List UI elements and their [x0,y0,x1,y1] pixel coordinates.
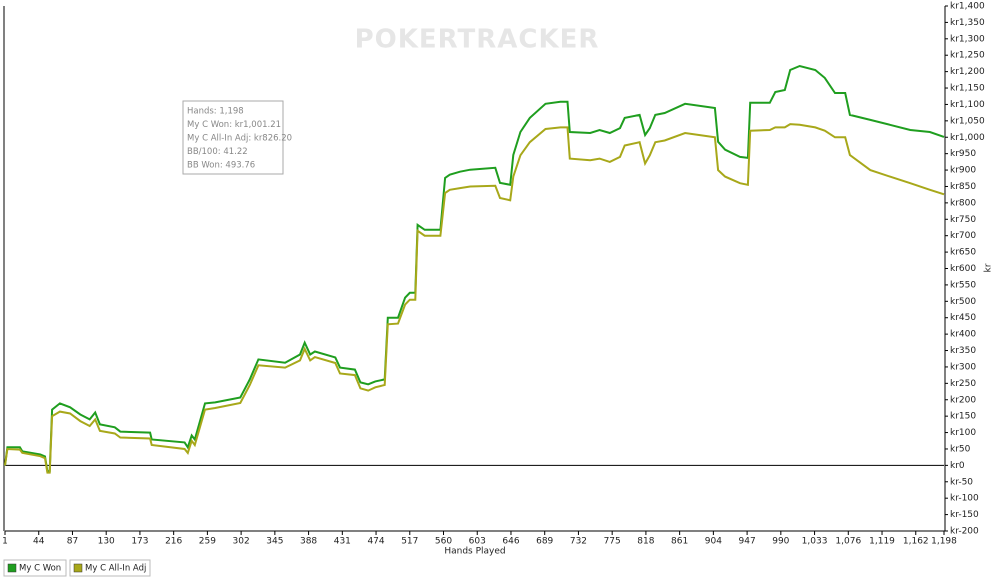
y-tick-label: kr300 [950,362,976,372]
x-tick-label: 474 [367,537,384,547]
y-tick-label: kr1,050 [950,116,985,126]
x-tick-label: 990 [772,537,789,547]
y-tick-label: kr700 [950,231,976,241]
tooltip-line: My C All-In Adj: kr826.20 [187,134,292,144]
y-tick-label: kr1,350 [950,18,985,28]
x-tick-label: 1,162 [903,537,929,547]
y-tick-label: kr650 [950,248,976,258]
y-tick-label: kr1,000 [950,133,985,143]
x-tick-label: 1,198 [931,537,957,547]
x-tick-label: 431 [334,537,351,547]
x-tick-label: 216 [165,537,182,547]
y-tick-label: kr350 [950,346,976,356]
y-axis-title: kr [984,263,994,272]
y-tick-label: kr500 [950,297,976,307]
x-tick-label: 1 [2,537,8,547]
y-tick-label: kr50 [950,444,971,454]
y-tick-label: kr600 [950,264,976,274]
y-tick-label: kr450 [950,313,976,323]
x-tick-label: 947 [739,537,756,547]
y-tick-label: kr1,250 [950,51,985,61]
legend-label: My C All-In Adj [85,564,146,574]
y-tick-label: kr850 [950,182,976,192]
x-tick-label: 904 [705,537,722,547]
y-tick-label: kr900 [950,166,976,176]
x-tick-label: 861 [671,537,688,547]
y-tick-label: kr1,150 [950,84,985,94]
tooltip-line: BB Won: 493.76 [187,161,255,171]
y-tick-label: kr1,100 [950,100,985,110]
x-tick-label: 1,033 [802,537,828,547]
x-tick-label: 130 [98,537,115,547]
y-tick-label: kr-100 [950,494,979,504]
legend-entry [69,559,151,577]
y-tick-label: kr-200 [950,527,979,537]
y-tick-label: kr750 [950,215,976,225]
x-tick-label: 1,076 [835,537,861,547]
x-tick-label: 732 [570,537,587,547]
y-tick-label: kr250 [950,379,976,389]
tooltip-line: BB/100: 41.22 [187,147,248,157]
y-tick-label: kr-50 [950,477,973,487]
x-tick-label: 259 [199,537,216,547]
legend-swatch [7,563,17,573]
tooltip-box [182,100,284,175]
x-tick-label: 44 [33,537,45,547]
x-tick-label: 689 [536,537,553,547]
x-tick-label: 173 [131,537,148,547]
y-tick-label: kr0 [950,461,965,471]
y-tick-label: kr1,400 [950,2,985,12]
tooltip: Hands: 1,198 My C Won: kr1,001.21 My C All… [182,100,292,175]
y-tick-label: kr200 [950,395,976,405]
x-tick-label: 1,119 [869,537,895,547]
series-line [4,123,945,474]
y-tick-label: kr950 [950,149,976,159]
x-tick-label: 818 [637,537,654,547]
y-tick-label: kr1,300 [950,34,985,44]
series-line [4,64,945,473]
tooltip-line: My C Won: kr1,001.21 [187,120,281,130]
x-tick-label: 603 [469,537,486,547]
y-tick-label: kr-150 [950,510,979,520]
x-tick-label: 517 [401,537,418,547]
y-tick-label: kr100 [950,428,976,438]
legend-entry [3,559,67,577]
x-tick-label: 388 [300,537,317,547]
x-axis-title: Hands Played [444,547,505,557]
tooltip-line: Hands: 1,198 [187,107,244,117]
x-tick-label: 775 [604,537,621,547]
watermark: POKERTRACKER [355,25,600,55]
y-tick-label: kr150 [950,412,976,422]
x-tick-label: 560 [435,537,452,547]
y-tick-label: kr800 [950,198,976,208]
y-tick-label: kr1,200 [950,67,985,77]
legend-label: My C Won [19,564,61,574]
y-tick-label: kr550 [950,280,976,290]
x-tick-label: 302 [233,537,250,547]
x-tick-label: 345 [266,537,283,547]
y-tick-label: kr400 [950,330,976,340]
x-tick-label: 646 [502,537,519,547]
legend-swatch [73,563,83,573]
x-tick-label: 87 [67,537,78,547]
